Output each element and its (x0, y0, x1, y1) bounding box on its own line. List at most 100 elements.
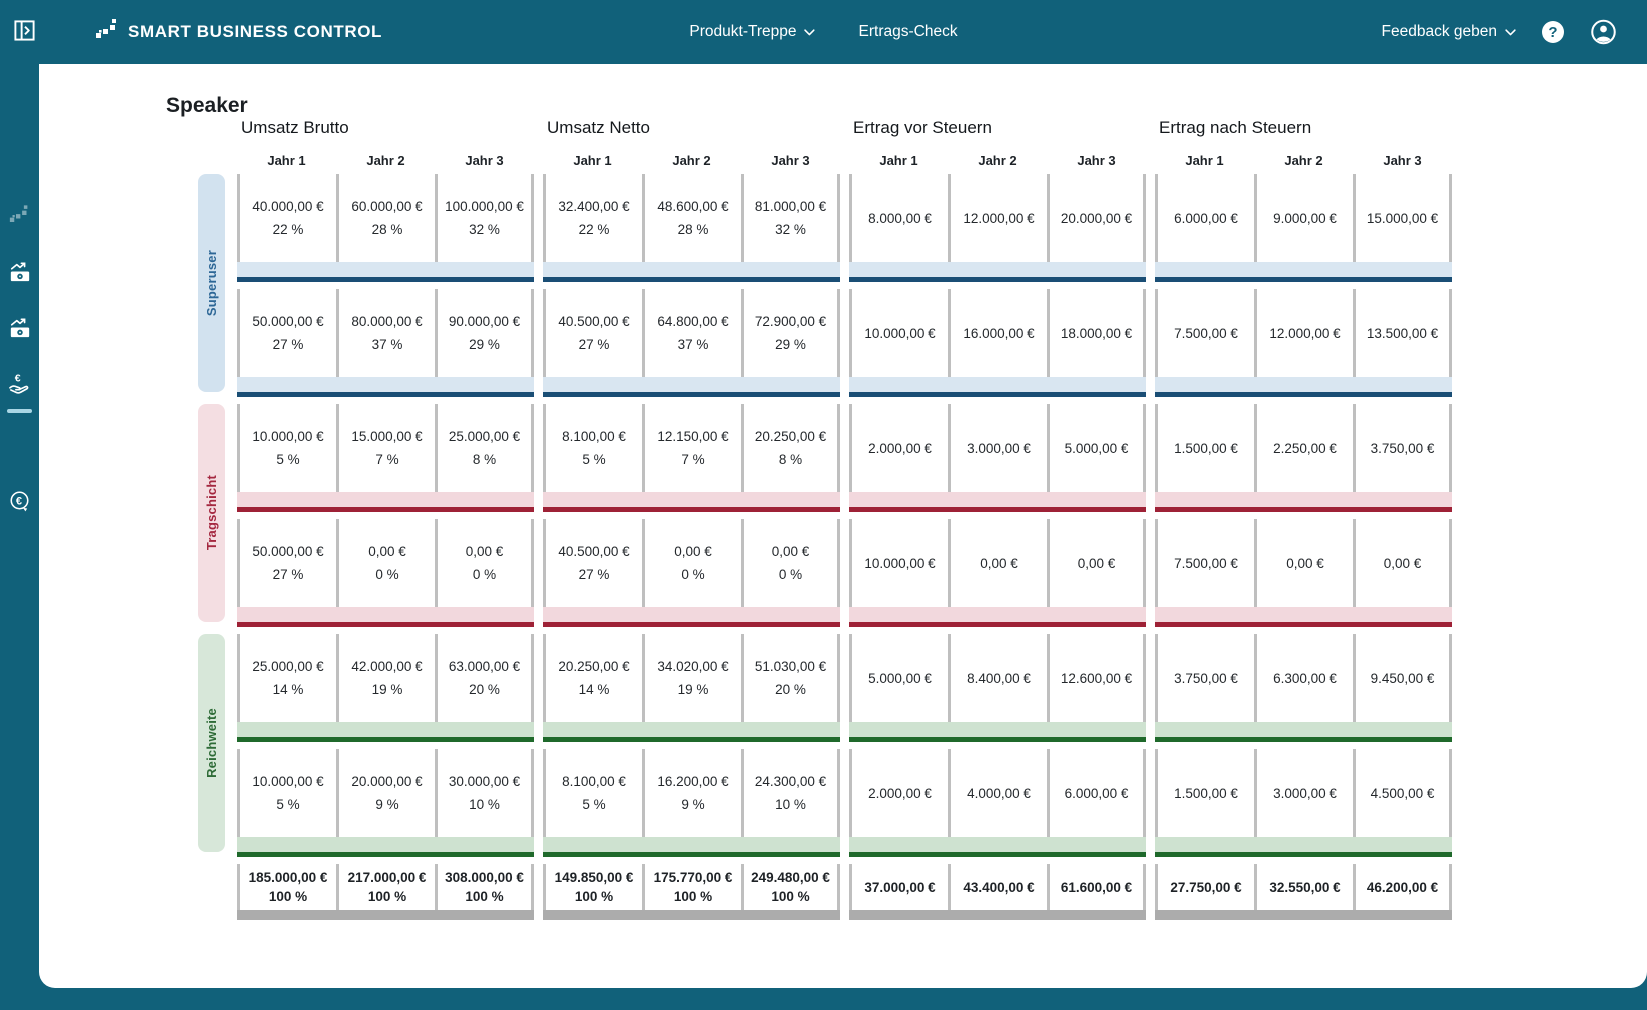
cell-percent: 14 % (578, 682, 610, 697)
section-title: Umsatz Netto (547, 118, 650, 137)
totals-underline (849, 910, 1146, 920)
table-cell: 64.800,00 € 37 % (642, 289, 741, 377)
svg-text:€: € (16, 495, 22, 507)
row-underline (237, 262, 534, 282)
stairs-icon[interactable] (8, 203, 31, 226)
cell-value: 32.400,00 € (558, 199, 630, 214)
cell-percent: 100 % (367, 889, 407, 904)
table-cell: 25.000,00 € 8 % (435, 404, 534, 492)
cell-percent: 19 % (371, 682, 403, 697)
cell-value: 100.000,00 € (445, 199, 524, 214)
table-cell: 10.000,00 € 5 % (237, 749, 336, 837)
row-underline (1155, 607, 1452, 627)
table-cell: 80.000,00 € 37 % (336, 289, 435, 377)
totals-cell: 308.000,00 € 100 % (435, 864, 534, 910)
cell-value: 30.000,00 € (448, 774, 521, 789)
cell-value: 6.300,00 € (1273, 670, 1337, 686)
row-underline (1155, 377, 1452, 397)
cell-percent: 9 % (681, 797, 705, 812)
cell-value: 9.000,00 € (1273, 210, 1337, 226)
year-column-header: Jahr 2 (1284, 152, 1323, 168)
cell-value: 25.000,00 € (252, 659, 324, 674)
sidebar-toggle-button[interactable] (11, 19, 37, 45)
nav-item-ertrags-check[interactable]: Ertrags-Check (859, 23, 958, 41)
table-cell: 2.250,00 € (1254, 404, 1353, 492)
cell-value: 5.000,00 € (868, 670, 932, 686)
row-underline (543, 492, 840, 512)
table-cell: 6.300,00 € (1254, 634, 1353, 722)
group-label: Tragschicht (204, 475, 219, 551)
row-underline (543, 607, 840, 627)
sidebar: € € (0, 64, 39, 1010)
table-cell: 40.500,00 € 27 % (543, 519, 642, 607)
cell-percent: 9 % (375, 797, 399, 812)
cell-value: 10.000,00 € (252, 774, 324, 789)
table-cell: 2.000,00 € (849, 749, 948, 837)
table-cell: 1.500,00 € (1155, 404, 1254, 492)
cell-value: 43.400,00 € (963, 879, 1035, 895)
table-cell: 12.600,00 € (1047, 634, 1146, 722)
cell-value: 40.500,00 € (558, 544, 630, 559)
cell-percent: 37 % (677, 337, 709, 352)
cell-value: 10.000,00 € (864, 555, 936, 571)
cell-value: 3.000,00 € (1273, 785, 1337, 801)
cell-percent: 20 % (469, 682, 500, 697)
year-column-header: Jahr 3 (1383, 152, 1422, 168)
cell-percent: 5 % (582, 452, 606, 467)
cell-percent: 29 % (775, 337, 806, 352)
cell-value: 8.100,00 € (562, 774, 626, 789)
row-underline (237, 377, 534, 397)
app-logo: SMART BUSINESS CONTROL (95, 18, 383, 46)
hand-euro-icon[interactable]: € (8, 372, 31, 395)
table-cell: 1.500,00 € (1155, 749, 1254, 837)
table-cell: 60.000,00 € 28 % (336, 174, 435, 262)
cell-value: 8.400,00 € (967, 670, 1031, 686)
money-chart-icon[interactable] (8, 316, 31, 339)
feedback-menu[interactable]: Feedback geben (1382, 23, 1516, 41)
account-icon[interactable] (1590, 19, 1617, 46)
feedback-label: Feedback geben (1381, 23, 1497, 40)
cell-value: 3.750,00 € (1370, 440, 1435, 456)
table-cell: 40.500,00 € 27 % (543, 289, 642, 377)
euro-cycle-icon[interactable]: € (8, 489, 31, 512)
group-label: Superuser (204, 249, 219, 317)
app-title: SMART BUSINESS CONTROL (128, 22, 383, 41)
table-cell: 24.300,00 € 10 % (741, 749, 840, 837)
row-underline (237, 607, 534, 627)
table-cell: 3.750,00 € (1155, 634, 1254, 722)
cell-value: 1.500,00 € (1174, 785, 1238, 801)
cell-value: 5.000,00 € (1064, 440, 1129, 456)
cell-value: 50.000,00 € (252, 314, 324, 329)
table-cell: 0,00 € 0 % (336, 519, 435, 607)
row-underline (1155, 492, 1452, 512)
row-underline (849, 377, 1146, 397)
nav-item-produkt-treppe[interactable]: Produkt-Treppe (689, 23, 815, 41)
table-cell: 8.100,00 € 5 % (543, 404, 642, 492)
table-cell: 8.000,00 € (849, 174, 948, 262)
help-icon[interactable]: ? (1542, 21, 1564, 43)
table-cell: 100.000,00 € 32 % (435, 174, 534, 262)
table-cell: 6.000,00 € (1155, 174, 1254, 262)
cell-percent: 7 % (375, 452, 399, 467)
cell-value: 10.000,00 € (864, 325, 936, 341)
cell-value: 0,00 € (368, 544, 406, 559)
cell-percent: 32 % (775, 222, 806, 237)
cell-percent: 29 % (469, 337, 500, 352)
table-cell: 4.000,00 € (948, 749, 1047, 837)
table-cell: 18.000,00 € (1047, 289, 1146, 377)
cell-value: 9.450,00 € (1370, 670, 1435, 686)
totals-cell: 27.750,00 € (1155, 864, 1254, 910)
table-cell: 81.000,00 € 32 % (741, 174, 840, 262)
section-title: Umsatz Brutto (241, 118, 349, 137)
table-cell: 5.000,00 € (849, 634, 948, 722)
table-cell: 40.000,00 € 22 % (237, 174, 336, 262)
cell-value: 20.000,00 € (1060, 210, 1133, 226)
table-cell: 30.000,00 € 10 % (435, 749, 534, 837)
table-cell: 13.500,00 € (1353, 289, 1452, 377)
table-cell: 15.000,00 € (1353, 174, 1452, 262)
top-bar: SMART BUSINESS CONTROL Produkt-Treppe Er… (0, 0, 1647, 64)
cell-percent: 100 % (465, 889, 504, 904)
money-chart-icon[interactable] (8, 260, 31, 283)
year-column-header: Jahr 1 (573, 152, 612, 168)
row-underline (237, 492, 534, 512)
